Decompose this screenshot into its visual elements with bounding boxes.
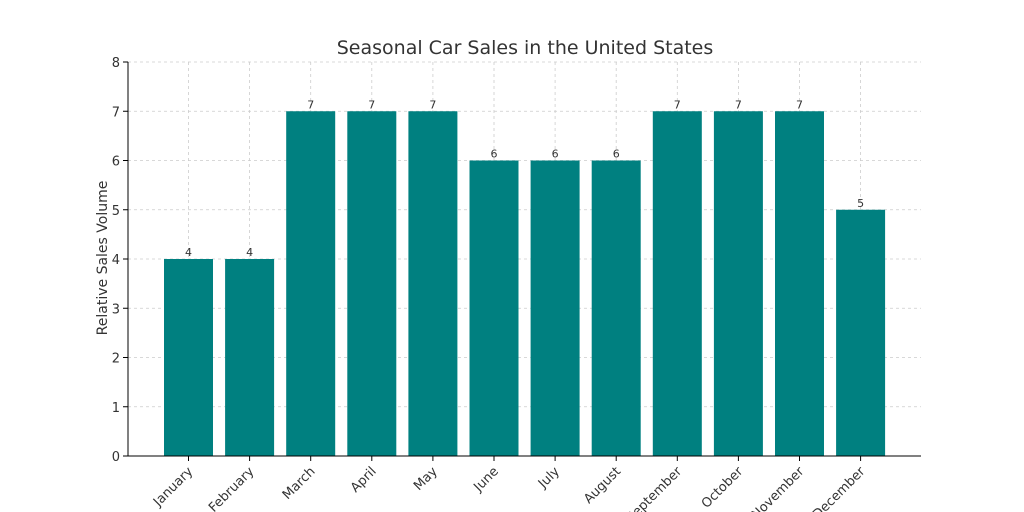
data-label: 7 [307,98,314,111]
data-labels: 4 4 7 7 7 6 6 6 7 7 7 5 [185,98,864,259]
data-label: 7 [796,98,803,111]
data-label: 7 [735,98,742,111]
data-label: 7 [429,98,436,111]
bar-september [652,111,702,456]
data-label: 4 [246,246,253,259]
bar-december [836,209,886,456]
bar-october [713,111,763,456]
x-tick-label: October [699,464,747,512]
bar-february [225,259,275,456]
bar-april [347,111,397,456]
y-tick-label: 5 [112,204,120,219]
bar-july [530,160,580,456]
y-tick-label: 8 [112,56,120,71]
bars [164,111,886,456]
y-tick-label: 7 [112,105,120,120]
data-label: 7 [368,98,375,111]
x-tick-label: March [280,464,319,503]
y-tick-label: 3 [112,302,120,317]
data-label: 6 [552,148,559,161]
y-tick-label: 1 [112,401,120,416]
x-tick-label: May [411,464,441,494]
y-axis-label: Relative Sales Volume [95,181,111,336]
data-label: 5 [857,197,864,210]
y-tick-label: 0 [112,450,120,465]
y-tick-label: 6 [112,155,120,170]
bar-march [286,111,336,456]
data-label: 6 [613,148,620,161]
x-tick-label: February [206,464,258,512]
data-label: 7 [674,98,681,111]
x-tick-label: April [348,464,380,496]
bar-november [775,111,824,456]
x-tick-label: December [810,464,869,512]
bar-january [164,259,213,456]
x-tick-label: August [581,464,624,507]
bar-august [591,160,641,456]
y-tick-label: 4 [112,253,120,268]
chart-title: Seasonal Car Sales in the United States [337,37,714,59]
x-tick-label: July [535,464,563,492]
bar-june [469,160,519,456]
x-tick-label: November [749,464,808,512]
data-label: 6 [491,148,498,161]
y-tick-label: 2 [112,352,120,367]
y-ticks: 0 1 2 3 4 5 6 7 8 [112,56,128,465]
x-tick-label: September [624,464,686,512]
bar-may [408,111,458,456]
x-tick-label: June [470,464,501,495]
x-ticks: January February March April May June July Augu… [150,456,869,512]
data-label: 4 [185,246,192,259]
x-tick-label: January [150,464,196,510]
